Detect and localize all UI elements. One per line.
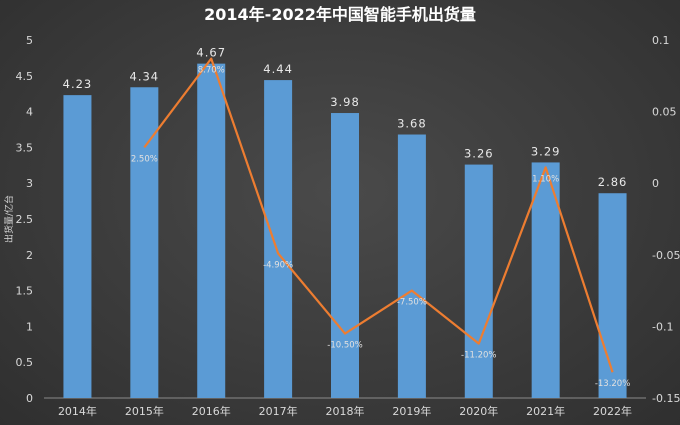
bar-value-label: 3.98 bbox=[330, 95, 360, 109]
y-tick-label: 3.5 bbox=[16, 141, 34, 154]
x-axis-ticks: 2014年 2015年 2016年 2017年 2018年 2019年 2020年 2021年… bbox=[58, 404, 632, 418]
x-tick-label: 2018年 bbox=[326, 404, 365, 418]
y-axis-ticks: 0 0.5 1 1.5 2 2.5 3 3.5 4 4.5 5 bbox=[16, 34, 34, 405]
bar-series bbox=[63, 63, 627, 399]
bar bbox=[264, 80, 293, 398]
chart-title: 2014年-2022年中国智能手机出货量 bbox=[204, 5, 476, 24]
y2-tick-label: 0 bbox=[652, 177, 659, 190]
bar-value-label: 4.23 bbox=[63, 77, 93, 91]
x-tick-label: 2014年 bbox=[58, 404, 97, 418]
growth-line-series bbox=[143, 57, 614, 373]
y-tick-label: 1.5 bbox=[16, 285, 34, 298]
y-tick-label: 0.5 bbox=[16, 356, 34, 369]
y-tick-label: 5 bbox=[26, 34, 33, 47]
growth-value-label: -13.20% bbox=[595, 379, 630, 389]
bar bbox=[531, 162, 560, 398]
y2-tick-label: -0.15 bbox=[652, 392, 680, 405]
bar-value-label: 4.44 bbox=[263, 62, 293, 76]
x-tick-label: 2021年 bbox=[526, 404, 565, 418]
bar bbox=[63, 95, 92, 399]
bar bbox=[464, 164, 493, 398]
bar bbox=[598, 193, 627, 398]
y-tick-label: 4.5 bbox=[16, 70, 34, 83]
growth-value-label: 1.10% bbox=[532, 174, 559, 184]
y2-tick-label: -0.05 bbox=[652, 249, 680, 262]
growth-value-label: 2.50% bbox=[131, 154, 158, 164]
bar bbox=[130, 87, 159, 399]
y-tick-label: 2.5 bbox=[16, 213, 34, 226]
bar-value-label: 3.26 bbox=[464, 147, 494, 161]
bar bbox=[397, 134, 426, 398]
y-tick-label: 2 bbox=[26, 249, 33, 262]
y2-tick-label: -0.1 bbox=[652, 320, 673, 333]
y-tick-label: 4 bbox=[26, 106, 33, 119]
growth-line bbox=[143, 57, 614, 373]
y-tick-label: 3 bbox=[26, 177, 33, 190]
x-tick-label: 2017年 bbox=[259, 404, 298, 418]
bar-value-label: 4.67 bbox=[196, 46, 226, 60]
x-tick-label: 2015年 bbox=[125, 404, 164, 418]
bar bbox=[331, 113, 359, 399]
y-tick-label: 0 bbox=[26, 392, 33, 405]
bar-value-label: 3.29 bbox=[531, 144, 561, 158]
growth-value-labels: 2.50% 8.70% -4.90% -10.50% -7.50% -11.20% 1.10… bbox=[131, 66, 630, 390]
x-tick-label: 2020年 bbox=[459, 404, 498, 418]
y-axis-title: 出货量/亿台 bbox=[3, 195, 15, 243]
y2-tick-label: 0.05 bbox=[652, 106, 677, 119]
y-tick-label: 1 bbox=[26, 320, 33, 333]
growth-value-label: -11.20% bbox=[461, 351, 496, 361]
growth-value-label: -7.50% bbox=[397, 298, 427, 308]
growth-value-label: -4.90% bbox=[263, 260, 293, 270]
bar-value-label: 2.86 bbox=[598, 175, 628, 189]
x-tick-label: 2019年 bbox=[392, 404, 431, 418]
x-tick-label: 2022年 bbox=[593, 404, 632, 418]
y2-tick-label: 0.1 bbox=[652, 34, 670, 47]
bar-value-label: 3.68 bbox=[397, 117, 427, 131]
bar bbox=[197, 63, 226, 399]
bar-value-label: 4.34 bbox=[130, 69, 160, 83]
secondary-y-axis-ticks: -0.15 -0.1 -0.05 0 0.05 0.1 bbox=[652, 34, 680, 405]
bar-value-labels: 4.23 4.34 4.67 4.44 3.98 3.68 3.26 3.29 2.86 bbox=[63, 46, 628, 190]
growth-value-label: -10.50% bbox=[327, 341, 362, 351]
growth-value-label: 8.70% bbox=[198, 66, 225, 76]
x-tick-label: 2016年 bbox=[192, 404, 231, 418]
